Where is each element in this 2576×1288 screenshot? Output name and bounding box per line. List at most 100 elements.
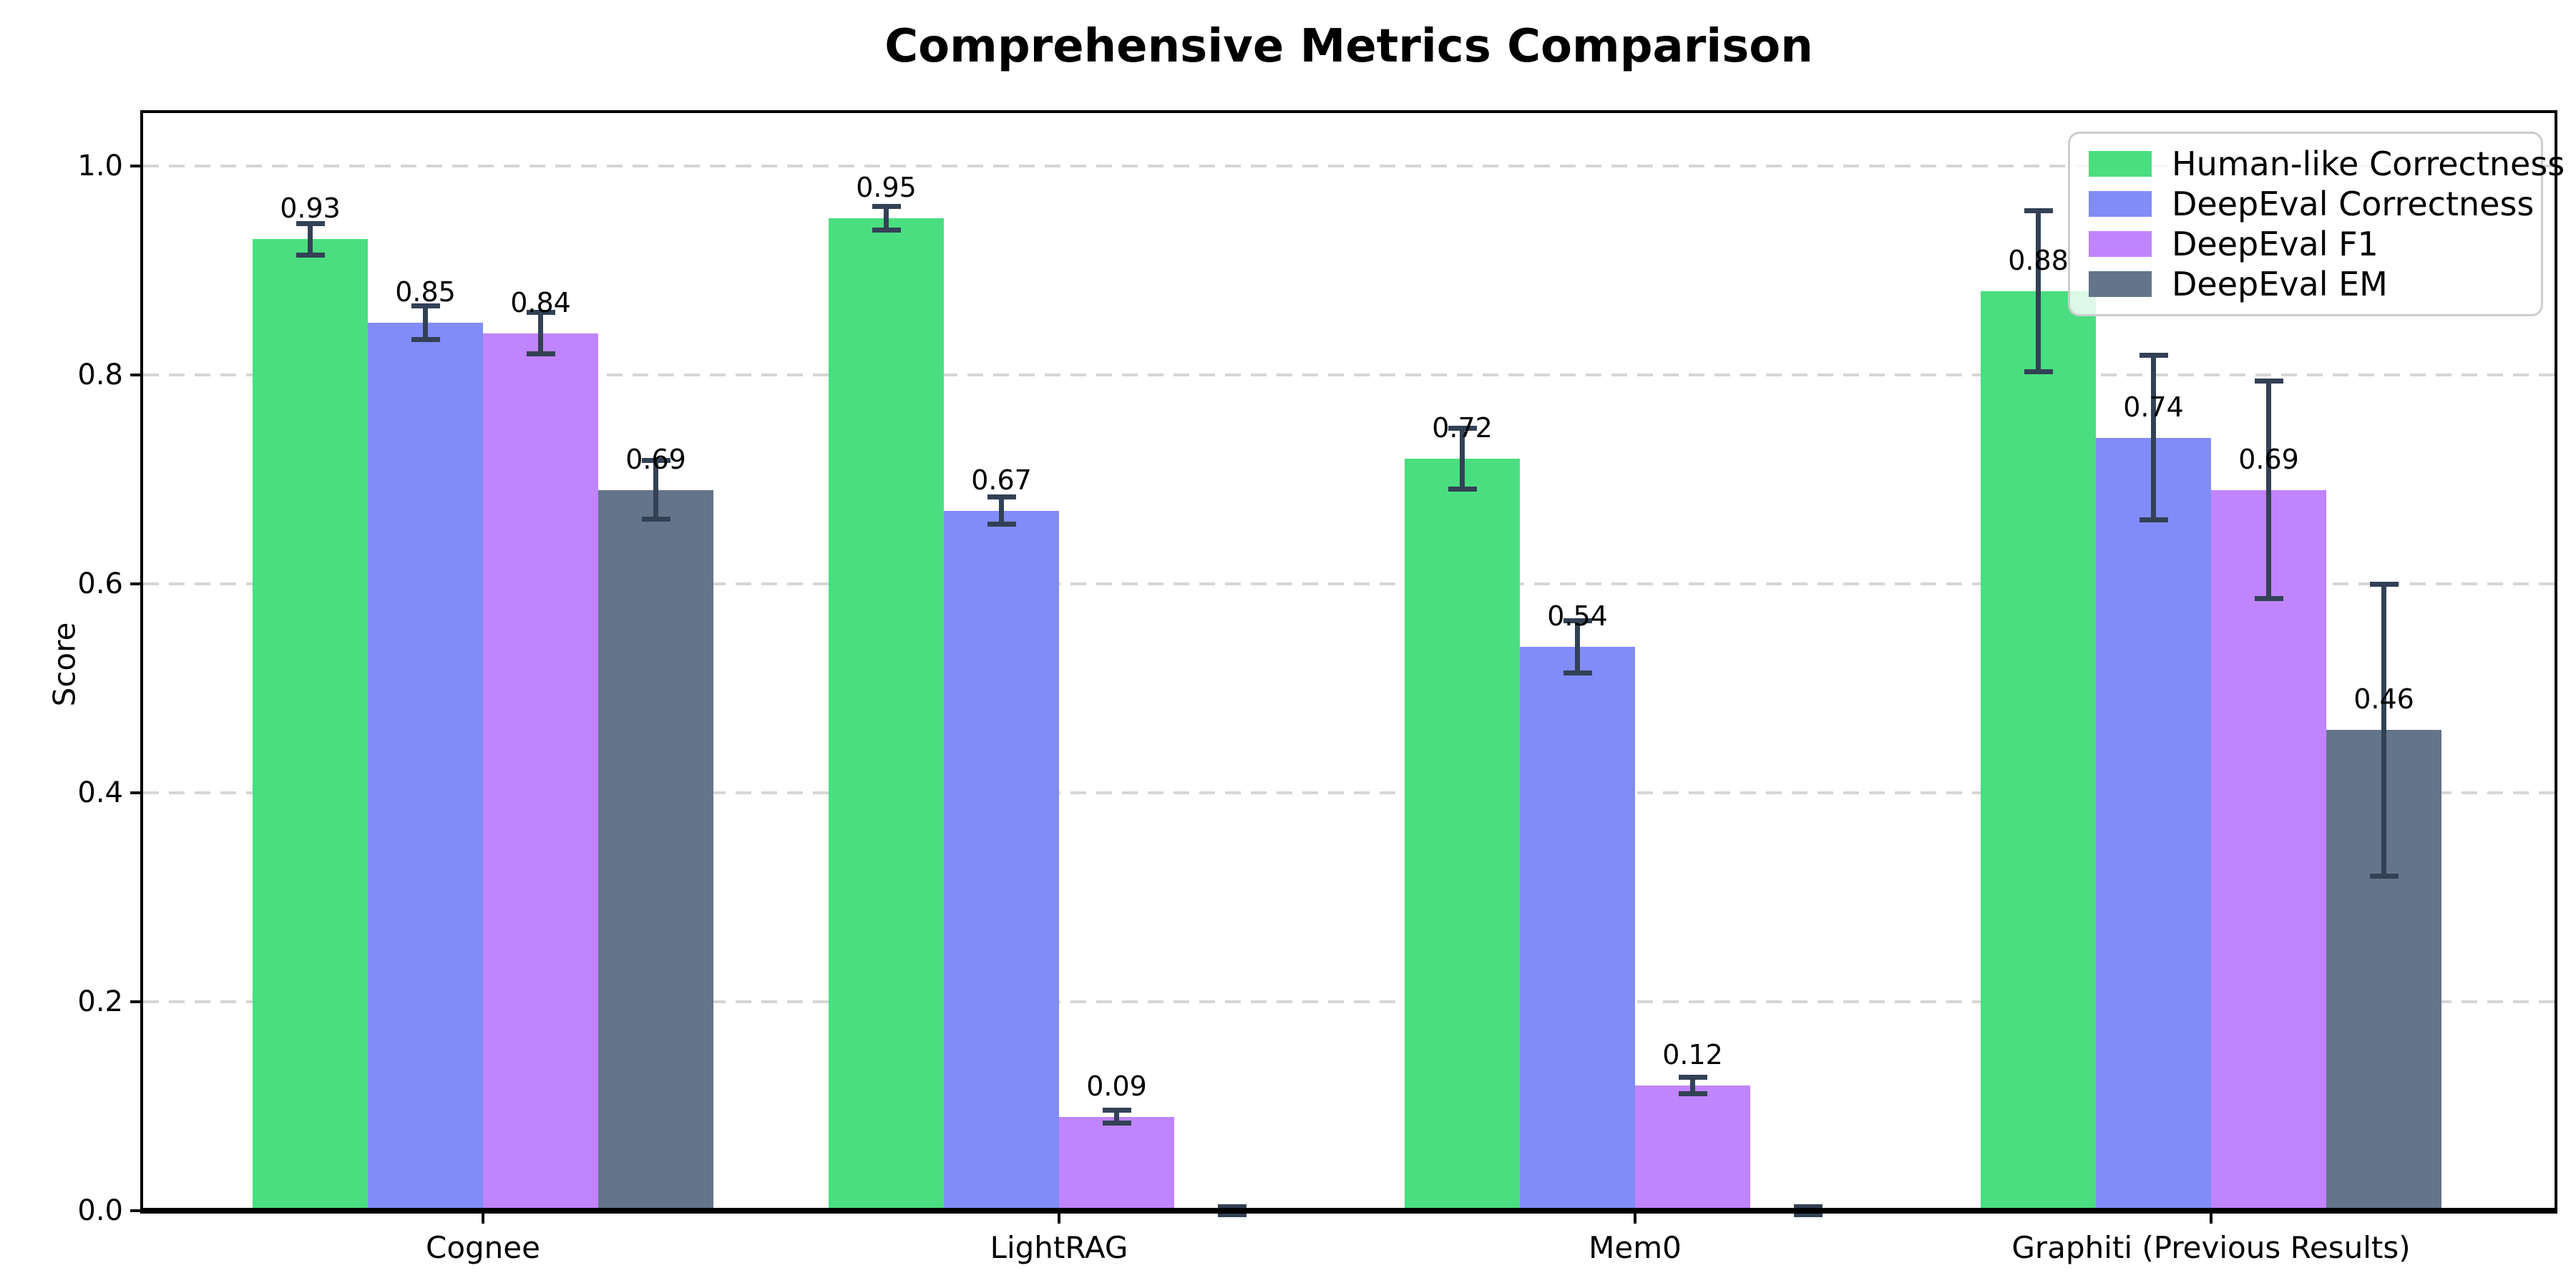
- bar: [944, 510, 1059, 1211]
- bar: [1981, 291, 2096, 1211]
- bar-value-label: 0.93: [280, 192, 341, 225]
- bar: [2211, 489, 2326, 1211]
- error-bar-cap: [2024, 208, 2053, 214]
- error-bar: [423, 306, 428, 340]
- y-gridline: [143, 582, 2555, 585]
- bar: [483, 333, 598, 1211]
- error-bar-cap: [872, 204, 901, 210]
- error-bar: [1114, 1110, 1119, 1123]
- x-tick-label-4: Graphiti (Previous Results): [2011, 1230, 2411, 1265]
- error-bar-cap: [2254, 379, 2283, 384]
- y-gridline: [143, 1000, 2555, 1003]
- error-bar: [308, 223, 313, 255]
- y-tick-mark: [130, 1209, 143, 1212]
- x-tick-label-2: LightRAG: [990, 1230, 1128, 1265]
- error-bar-cap: [1678, 1074, 1707, 1080]
- error-bar-cap: [987, 494, 1016, 500]
- bar-value-label: 0.69: [2238, 443, 2299, 475]
- error-bar-cap: [411, 336, 440, 342]
- chart-title: Comprehensive Metrics Comparison: [884, 20, 1813, 73]
- error-bar: [2381, 584, 2386, 877]
- error-bar-cap: [1563, 670, 1592, 675]
- error-bar: [653, 460, 658, 519]
- x-axis-line: [140, 1208, 2557, 1212]
- error-bar-cap: [1217, 1212, 1246, 1218]
- legend-label: DeepEval F1: [2172, 225, 2379, 263]
- bar: [598, 489, 713, 1211]
- error-bar-cap: [2369, 874, 2399, 879]
- y-tick-mark: [130, 374, 143, 376]
- error-bar-cap: [411, 303, 440, 309]
- legend-row: DeepEval EM: [2089, 265, 2522, 303]
- bar-value-label: 0.09: [1086, 1070, 1147, 1102]
- error-bar: [884, 206, 889, 230]
- error-bar-cap: [2369, 581, 2399, 587]
- error-bar-cap: [1563, 618, 1592, 623]
- y-gridline: [143, 374, 2555, 376]
- y-tick-mark: [130, 1000, 143, 1003]
- x-tick-mark: [1058, 1211, 1060, 1224]
- bar-value-label: 0.12: [1662, 1038, 1723, 1070]
- bar-value-label: 0.84: [510, 286, 571, 318]
- legend-row: DeepEval Correctness: [2089, 185, 2534, 223]
- bar: [2096, 437, 2211, 1211]
- y-tick-label: 0.2: [77, 985, 123, 1018]
- error-bar: [538, 312, 543, 354]
- error-bar: [2036, 210, 2041, 372]
- error-bar: [1575, 620, 1580, 673]
- y-tick-label: 0.4: [77, 776, 123, 809]
- legend-swatch: [2089, 271, 2152, 297]
- bar-value-label: 0.69: [625, 443, 686, 475]
- legend: Human-like Correctness DeepEval Correctne…: [2068, 132, 2565, 316]
- error-bar-cap: [1102, 1108, 1131, 1113]
- error-bar-cap: [1793, 1204, 1823, 1209]
- x-tick-mark: [2210, 1211, 2212, 1224]
- y-tick-label: 1.0: [77, 150, 123, 182]
- y-gridline: [143, 165, 2555, 167]
- bar: [253, 239, 368, 1211]
- legend-row: DeepEval F1: [2089, 225, 2522, 263]
- y-tick-label: 0.0: [77, 1194, 123, 1227]
- legend-swatch: [2089, 231, 2152, 257]
- bar-value-label: 0.72: [1432, 411, 1493, 444]
- error-bar: [2151, 355, 2156, 520]
- bar-value-label: 0.74: [2123, 391, 2184, 423]
- bar-value-label: 0.54: [1547, 600, 1608, 632]
- bar-value-label: 0.46: [2353, 683, 2414, 716]
- error-bar: [1690, 1077, 1695, 1094]
- error-bar-cap: [1102, 1120, 1131, 1126]
- error-bar-cap: [1448, 486, 1477, 492]
- legend-label: DeepEval Correctness: [2172, 185, 2534, 223]
- bar: [1635, 1085, 1750, 1211]
- error-bar-cap: [641, 458, 670, 464]
- legend-swatch: [2089, 191, 2152, 217]
- bar: [1520, 646, 1635, 1211]
- y-tick-mark: [130, 582, 143, 585]
- error-bar-cap: [1217, 1204, 1246, 1209]
- legend-swatch: [2089, 151, 2152, 177]
- error-bar-cap: [2254, 595, 2283, 601]
- bar-value-label: 0.88: [2008, 245, 2069, 277]
- error-bar: [999, 497, 1004, 525]
- error-bar: [2266, 381, 2271, 599]
- bar-value-label: 0.95: [856, 172, 917, 203]
- error-bar-cap: [1448, 425, 1477, 431]
- y-gridline: [143, 791, 2555, 794]
- error-bar-cap: [526, 309, 555, 315]
- x-tick-label-3: Mem0: [1589, 1230, 1682, 1265]
- legend-label: DeepEval EM: [2172, 265, 2388, 303]
- bar: [368, 323, 483, 1211]
- error-bar-cap: [296, 252, 325, 258]
- error-bar-cap: [872, 227, 901, 233]
- error-bar-cap: [2139, 517, 2168, 523]
- bar-value-label: 0.85: [395, 276, 456, 308]
- error-bar-cap: [987, 522, 1016, 527]
- error-bar-cap: [2139, 352, 2168, 358]
- error-bar-cap: [641, 516, 670, 522]
- bar-value-label: 0.67: [971, 464, 1032, 496]
- y-tick-label: 0.6: [77, 567, 123, 600]
- x-tick-mark: [1634, 1211, 1636, 1224]
- legend-label: Human-like Correctness: [2172, 145, 2565, 183]
- error-bar-cap: [2024, 369, 2053, 375]
